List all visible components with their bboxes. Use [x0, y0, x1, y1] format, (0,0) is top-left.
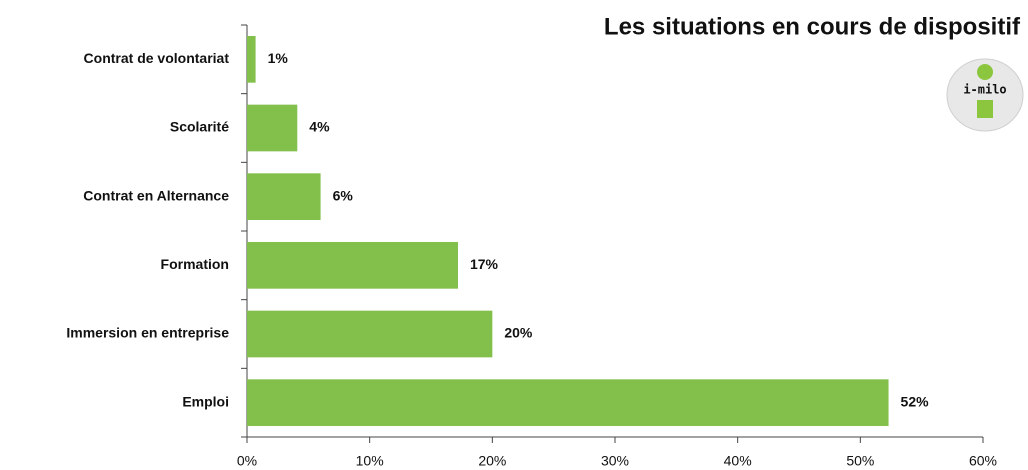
y-tick-label: Formation	[161, 256, 229, 272]
chart-title: Les situations en cours de dispositif	[604, 13, 1021, 40]
x-tick-label: 40%	[724, 453, 752, 469]
y-tick-label: Immersion en entreprise	[66, 325, 229, 341]
x-tick-label: 60%	[969, 453, 997, 469]
logo-stem	[977, 100, 993, 118]
data-label: 17%	[470, 256, 499, 272]
x-tick-label: 20%	[478, 453, 506, 469]
bar	[247, 104, 298, 152]
data-label: 20%	[504, 325, 533, 341]
data-label: 4%	[309, 119, 330, 135]
logo-dot	[977, 64, 993, 80]
y-tick-label: Emploi	[182, 393, 229, 409]
y-tick-label: Contrat en Alternance	[83, 187, 229, 203]
logo: i-milo	[946, 58, 1024, 132]
bar	[247, 35, 256, 83]
x-tick-label: 10%	[356, 453, 384, 469]
bar	[247, 173, 321, 221]
y-tick-label: Scolarité	[170, 119, 229, 135]
data-label: 1%	[268, 50, 289, 66]
bar	[247, 241, 458, 289]
x-tick-label: 0%	[237, 453, 257, 469]
x-tick-label: 50%	[846, 453, 874, 469]
bar	[247, 379, 889, 427]
logo-text: i-milo	[963, 83, 1006, 97]
y-tick-label: Contrat de volontariat	[84, 50, 230, 66]
logo-disc	[946, 58, 1024, 132]
bar	[247, 310, 493, 358]
x-tick-label: 30%	[601, 453, 629, 469]
data-label: 6%	[333, 187, 354, 203]
data-label: 52%	[901, 393, 930, 409]
